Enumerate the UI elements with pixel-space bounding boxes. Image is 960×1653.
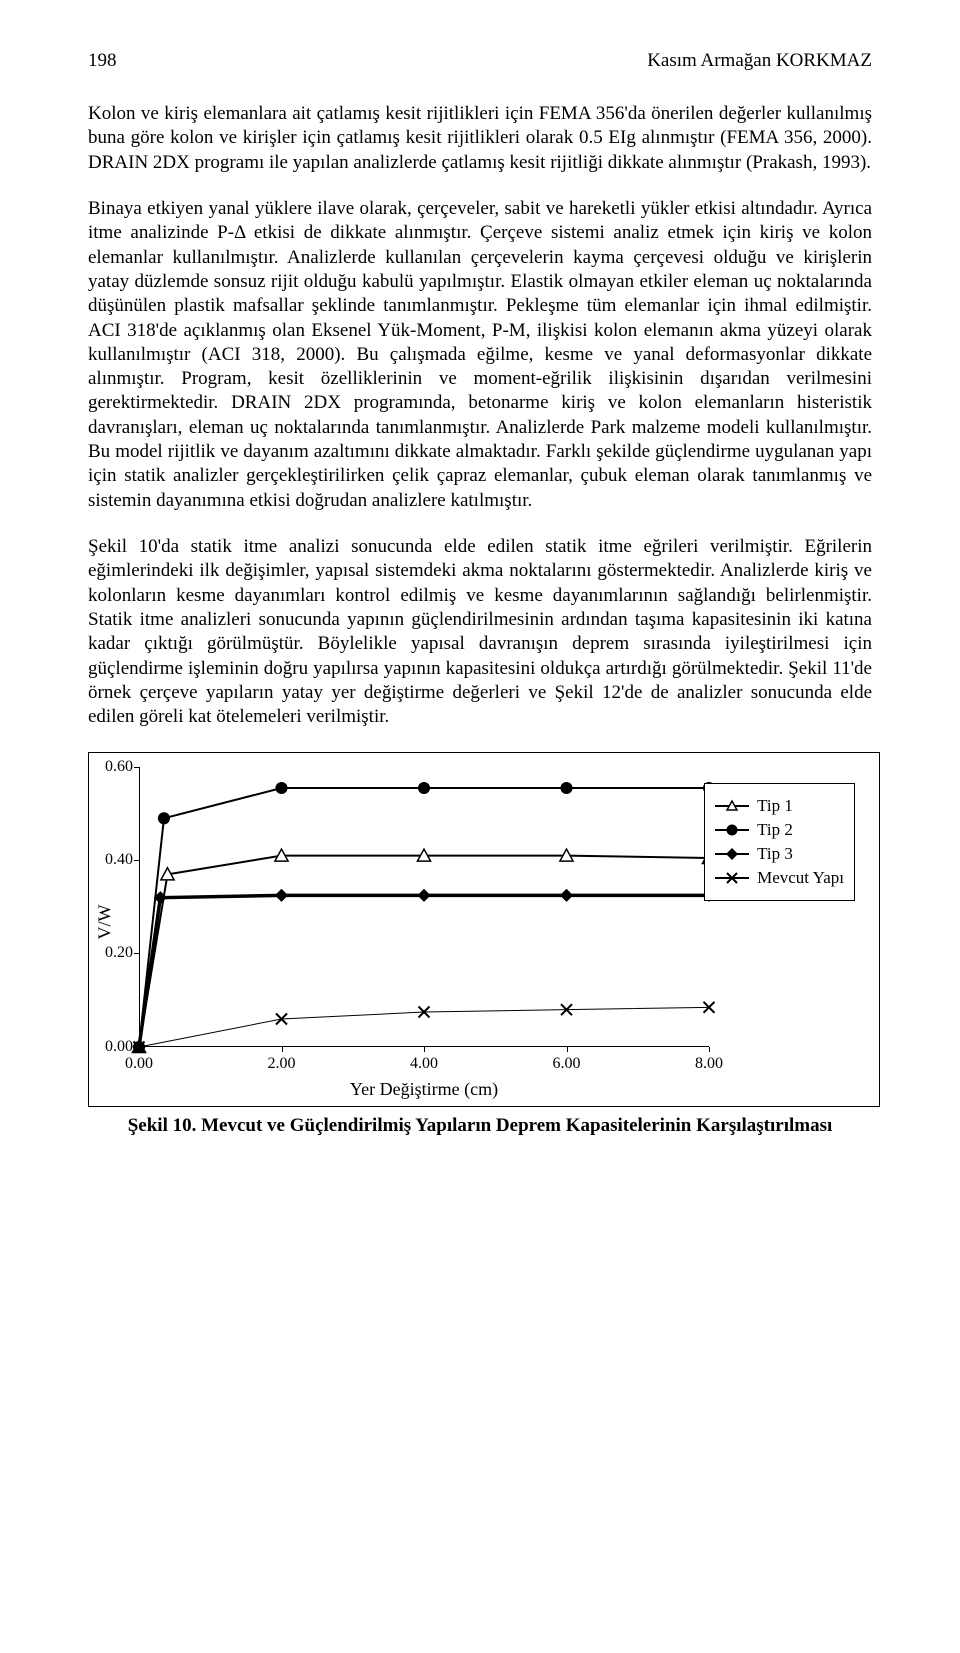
legend-label-mevcut: Mevcut Yapı — [757, 868, 844, 888]
chart-plot-area: V/W Tip 1 Tip 2 — [139, 767, 709, 1077]
legend-label-tip1: Tip 1 — [757, 796, 793, 816]
xtick-label: 0.00 — [125, 1055, 153, 1073]
chart-caption: Şekil 10. Mevcut ve Güçlendirilmiş Yapıl… — [88, 1115, 872, 1137]
ytick-label: 0.40 — [91, 851, 133, 869]
chart-legend: Tip 1 Tip 2 Tip 3 — [704, 783, 855, 901]
xtick-label: 4.00 — [410, 1055, 438, 1073]
ytick-label: 0.60 — [91, 758, 133, 776]
ytick-label: 0.20 — [91, 944, 133, 962]
chart-xlabel: Yer Değiştirme (cm) — [139, 1079, 709, 1100]
paragraph-2: Binaya etkiyen yanal yüklere ilave olara… — [88, 197, 872, 513]
legend-label-tip3: Tip 3 — [757, 844, 793, 864]
legend-tip3: Tip 3 — [715, 844, 844, 864]
xtick-label: 8.00 — [695, 1055, 723, 1073]
xtick-label: 6.00 — [553, 1055, 581, 1073]
legend-label-tip2: Tip 2 — [757, 820, 793, 840]
paragraph-1: Kolon ve kiriş elemanlara ait çatlamış k… — [88, 102, 872, 175]
legend-tip1: Tip 1 — [715, 796, 844, 816]
chart-svg — [139, 767, 709, 1047]
header-author: Kasım Armağan KORKMAZ — [647, 50, 872, 72]
xtick-label: 2.00 — [268, 1055, 296, 1073]
paragraph-3: Şekil 10'da statik itme analizi sonucund… — [88, 535, 872, 730]
chart-ylabel: V/W — [95, 904, 116, 939]
page-number: 198 — [88, 50, 117, 72]
chart-container: V/W Tip 1 Tip 2 — [88, 752, 880, 1107]
legend-tip2: Tip 2 — [715, 820, 844, 840]
ytick-label: 0.00 — [91, 1038, 133, 1056]
legend-mevcut: Mevcut Yapı — [715, 868, 844, 888]
